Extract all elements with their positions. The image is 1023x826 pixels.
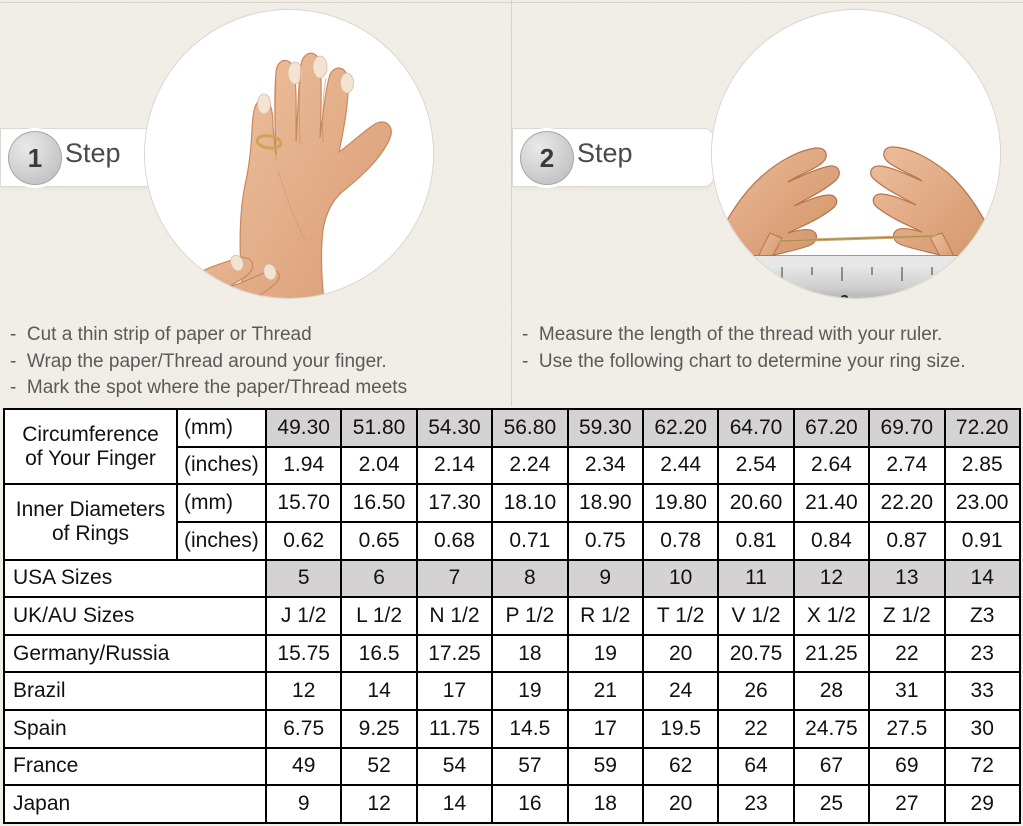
svg-text:2: 2: [840, 293, 849, 298]
